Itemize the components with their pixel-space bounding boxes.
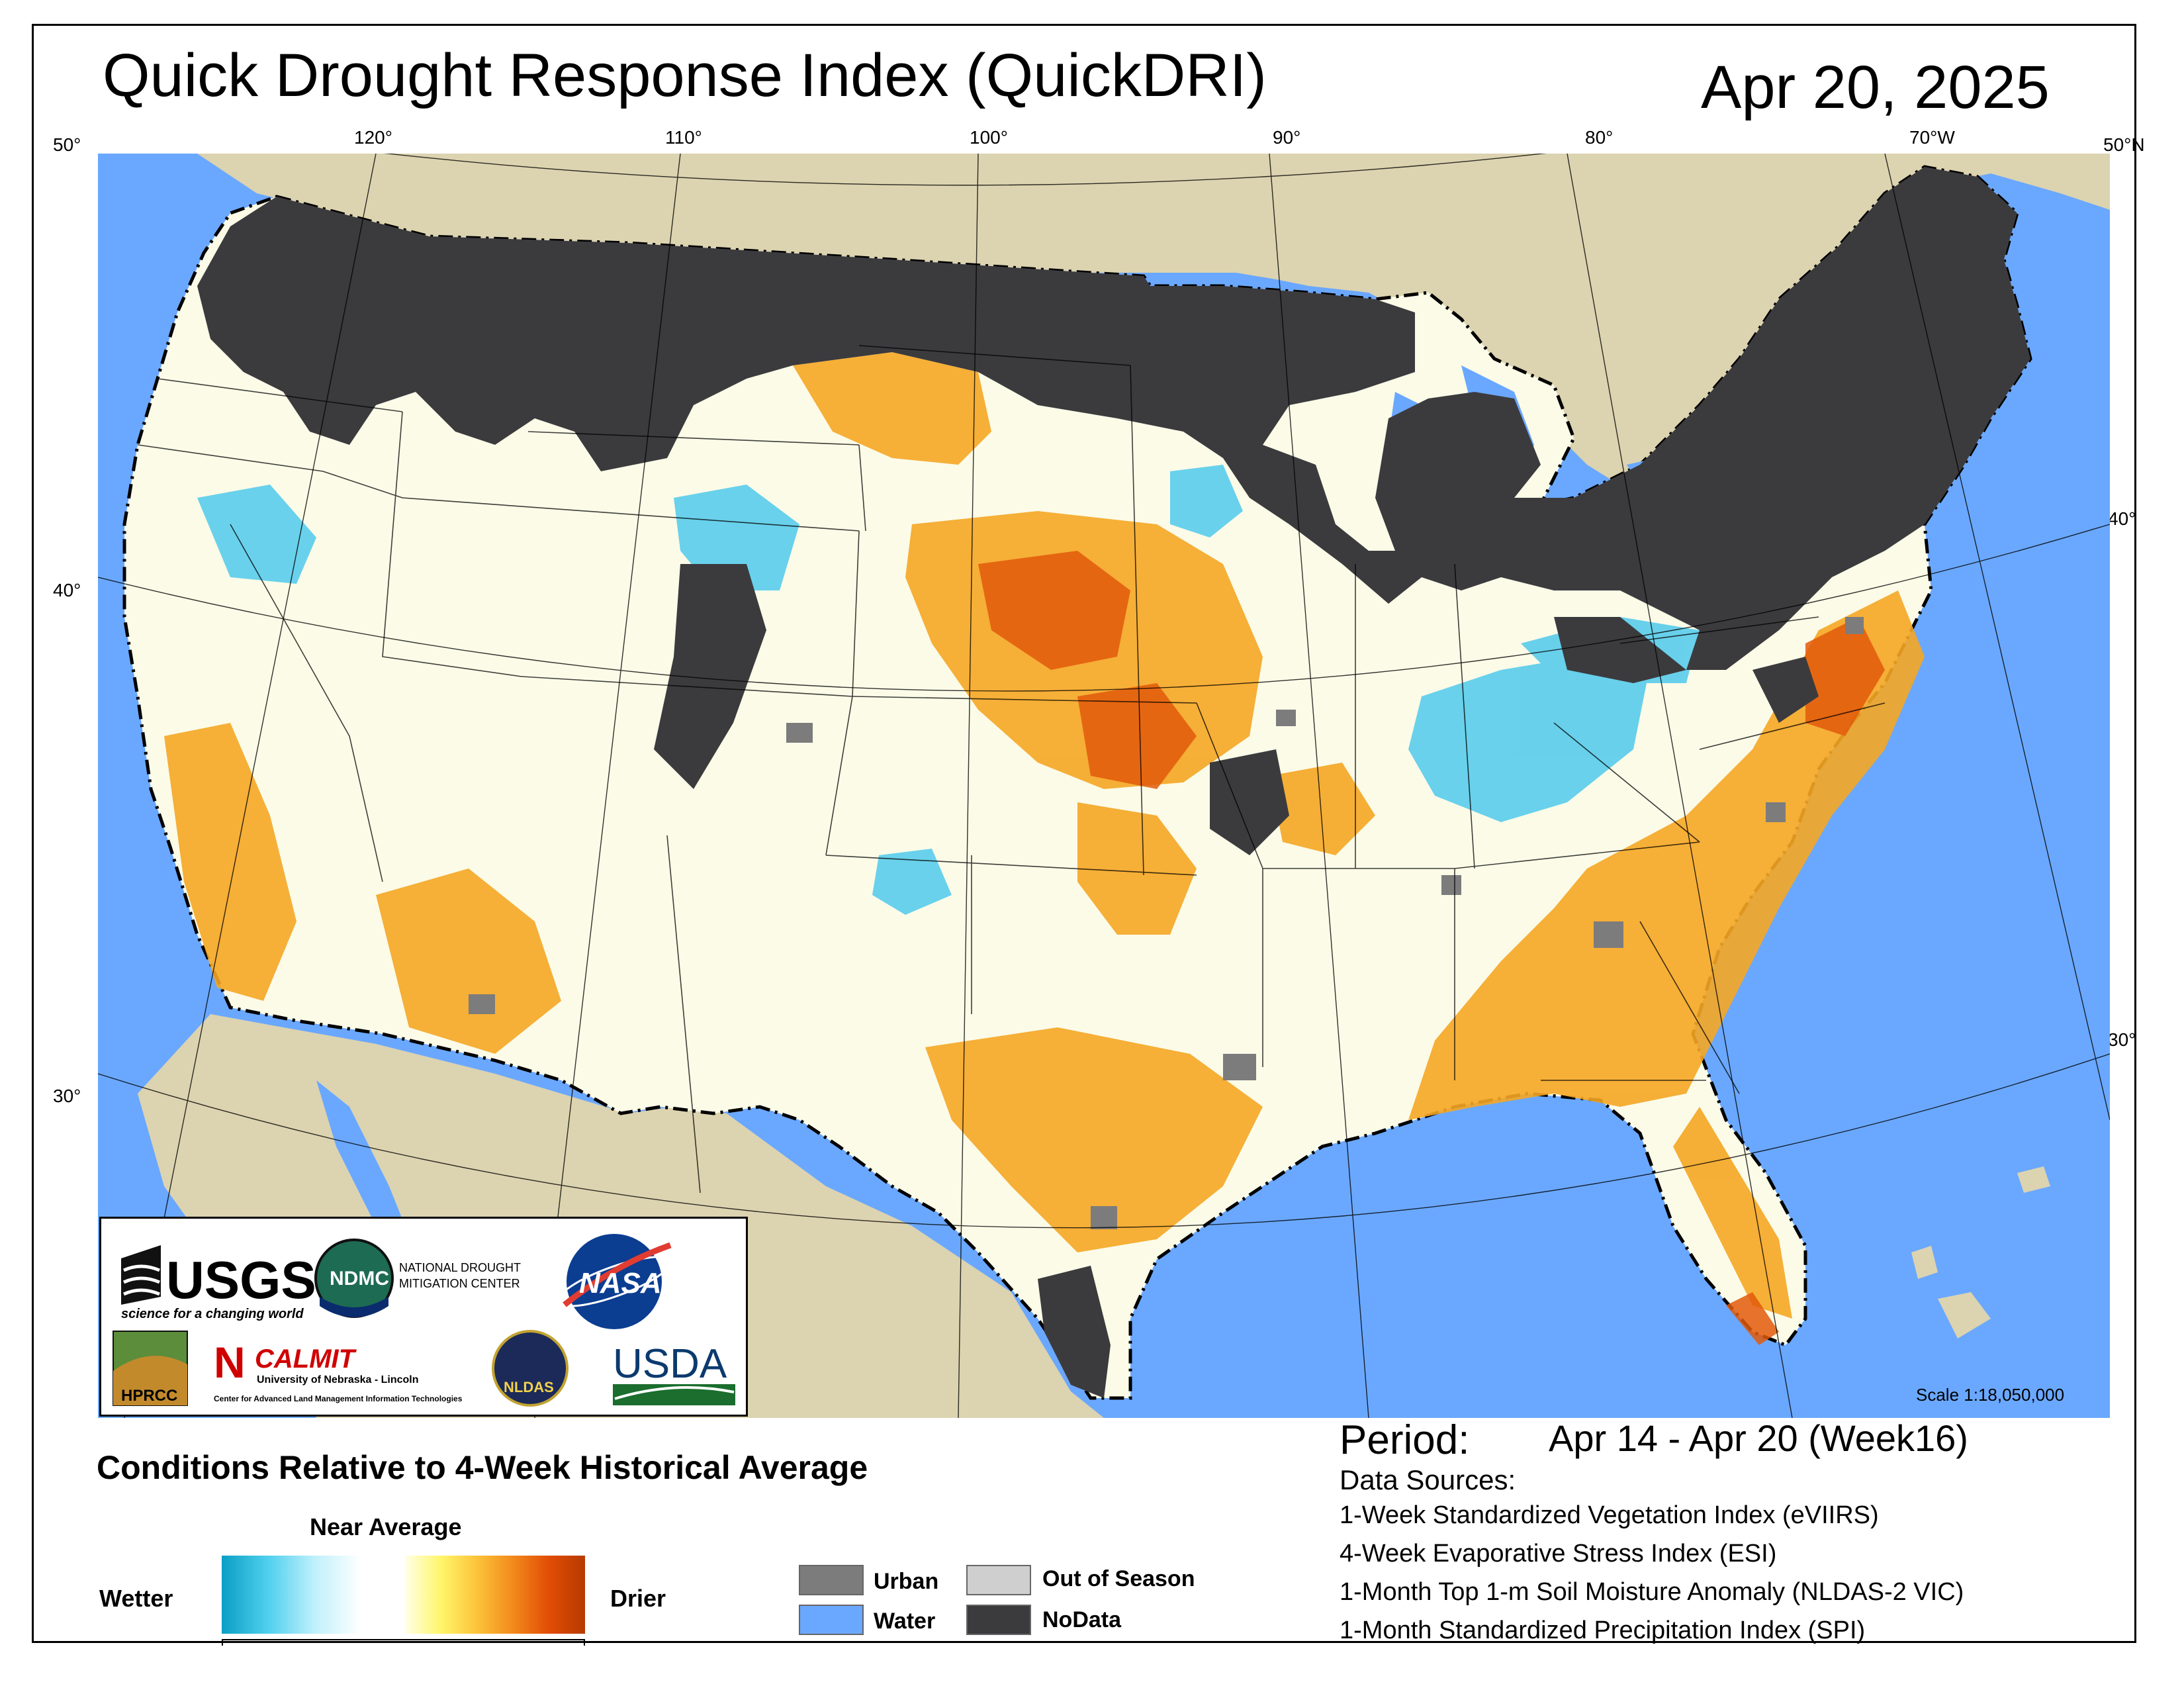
graticule-label-top: 110° — [665, 127, 702, 148]
graticule-label-right: 40° — [2108, 508, 2136, 529]
data-source-item: 1-Week Standardized Vegetation Index (eV… — [1340, 1501, 1879, 1529]
legend-urban-label: Urban — [874, 1569, 939, 1594]
map-frame — [32, 24, 2136, 1643]
svg-text:NDMC: NDMC — [330, 1268, 389, 1289]
svg-text:CALMIT: CALMIT — [255, 1344, 357, 1374]
period-label: Period: — [1340, 1417, 1470, 1463]
legend-nodata-swatch — [966, 1605, 1031, 1635]
period-value: Apr 14 - Apr 20 (Week16) — [1549, 1417, 1968, 1459]
svg-text:MITIGATION CENTER: MITIGATION CENTER — [399, 1277, 520, 1290]
map-date: Apr 20, 2025 — [1701, 54, 2050, 121]
svg-text:NLDAS: NLDAS — [504, 1379, 554, 1395]
graticule-label-top: 70°W — [1909, 127, 1955, 148]
calmit-logo: N CALMIT University of Nebraska - Lincol… — [214, 1338, 463, 1403]
hprcc-logo: HPRCC — [113, 1331, 188, 1406]
data-source-item: 1-Month Standardized Precipitation Index… — [1340, 1617, 1866, 1644]
data-source-item: 4-Week Evaporative Stress Index (ESI) — [1340, 1540, 1777, 1568]
legend-nodata-label: NoData — [1042, 1607, 1122, 1632]
graticule-label-left: 30° — [53, 1086, 81, 1106]
legend-ramp-tick — [222, 1639, 223, 1646]
graticule-label-top: 100° — [970, 127, 1008, 148]
map-scale: Scale 1:18,050,000 — [1916, 1385, 2065, 1405]
legend-drier-ramp — [405, 1556, 585, 1634]
data-source-item: 1-Month Top 1-m Soil Moisture Anomaly (N… — [1340, 1578, 1964, 1606]
svg-text:USGS: USGS — [166, 1250, 316, 1309]
svg-text:HPRCC: HPRCC — [121, 1387, 177, 1405]
graticule-label-left: 40° — [53, 580, 81, 600]
legend-urban-swatch — [799, 1565, 864, 1595]
legend-water-label: Water — [874, 1609, 936, 1634]
graticule-label-top: 50°N — [2103, 134, 2145, 155]
graticule-label-top: 120° — [354, 127, 392, 148]
legend-ramp-tick — [584, 1639, 585, 1646]
svg-text:University of Nebraska - Linco: University of Nebraska - Lincoln — [257, 1374, 419, 1385]
legend-near-average-label: Near Average — [310, 1513, 462, 1540]
data-sources-title: Data Sources: — [1340, 1464, 1516, 1495]
state-boundaries — [137, 345, 1886, 1194]
caribbean-islands — [1911, 1166, 2050, 1338]
usgs-logo: USGS science for a changing world — [121, 1245, 316, 1321]
legend-out-of-season-label: Out of Season — [1042, 1566, 1195, 1591]
legend-title: Conditions Relative to 4-Week Historical… — [97, 1449, 868, 1486]
graticule-label-top: 80° — [1585, 127, 1614, 148]
svg-text:USDA: USDA — [613, 1341, 727, 1387]
svg-text:NASA: NASA — [579, 1267, 662, 1299]
legend-out-of-season-swatch — [966, 1565, 1031, 1595]
legend-water-swatch — [799, 1605, 864, 1635]
nasa-logo: NASA — [557, 1234, 672, 1329]
partner-logos-panel: USGS science for a changing world NDMC N… — [99, 1217, 748, 1417]
graticule-label-right: 30° — [2108, 1029, 2136, 1050]
legend-drier-label: Drier — [610, 1585, 666, 1612]
nldas-logo: NLDAS — [492, 1330, 569, 1407]
legend-ramp-axis — [222, 1639, 585, 1640]
legend-wetter-label: Wetter — [99, 1585, 173, 1612]
ndmc-logo: NDMC NATIONAL DROUGHT MITIGATION CENTER — [314, 1239, 521, 1318]
svg-text:Center for Advanced Land Manag: Center for Advanced Land Management Info… — [214, 1394, 463, 1403]
svg-text:NATIONAL DROUGHT: NATIONAL DROUGHT — [399, 1261, 521, 1274]
svg-text:N: N — [214, 1338, 246, 1387]
graticule-lines — [98, 154, 2110, 1418]
graticule-label-top: 50° — [53, 134, 81, 155]
legend-wetter-ramp — [222, 1556, 361, 1634]
graticule-label-top: 90° — [1273, 127, 1301, 148]
map-title: Quick Drought Response Index (QuickDRI) — [103, 42, 1267, 109]
quickdri-map — [98, 154, 2110, 1418]
partner-logos: USGS science for a changing world NDMC N… — [113, 1234, 735, 1407]
speckle-texture — [98, 154, 2110, 1418]
svg-text:science for a changing world: science for a changing world — [121, 1307, 304, 1321]
usda-logo: USDA — [613, 1341, 735, 1405]
